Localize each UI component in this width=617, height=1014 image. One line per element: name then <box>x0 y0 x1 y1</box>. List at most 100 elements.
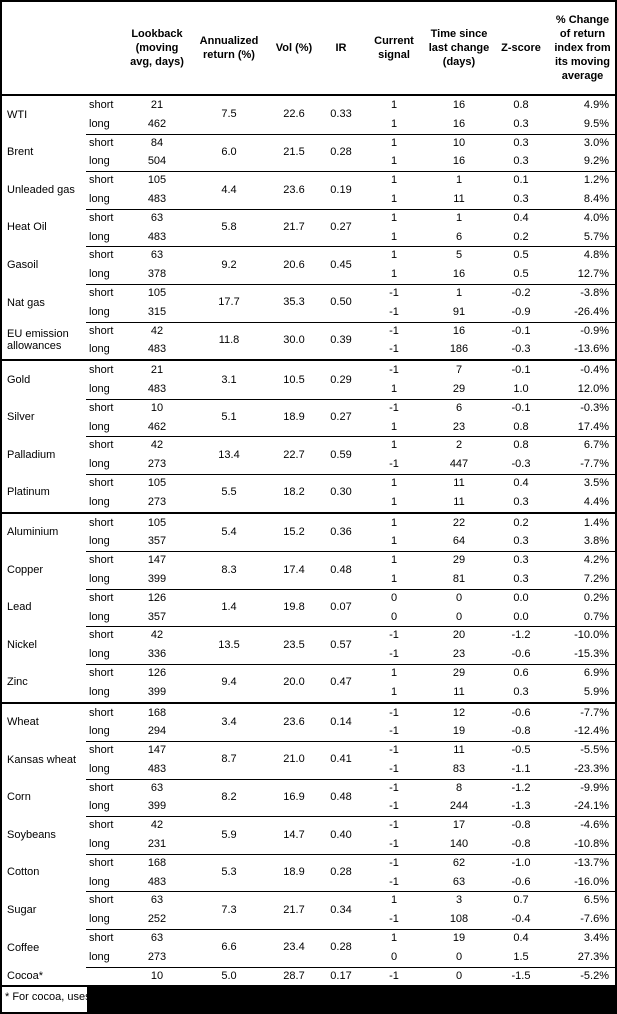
commodity-name: Kansas wheat <box>7 753 77 766</box>
signal-value: 0 <box>390 591 398 604</box>
lookback-value: 63 <box>150 781 164 794</box>
zscore-value: -1.2 <box>511 629 531 642</box>
signal-value: 1 <box>390 932 398 945</box>
time-since-value: 12 <box>452 706 466 719</box>
time-since-value: 244 <box>449 800 469 813</box>
footnote-text: * For cocoa, uses c <box>5 991 100 1004</box>
commodity-name: Zinc <box>7 676 28 689</box>
horizon-label: long <box>89 875 110 888</box>
lookback-value: 315 <box>147 305 167 318</box>
signal-value: -1 <box>389 762 399 775</box>
time-since-value: 2 <box>455 439 463 452</box>
time-since-value: 16 <box>452 155 466 168</box>
horizon-label: long <box>89 725 110 738</box>
signal-value: 1 <box>390 535 398 548</box>
horizon-label: short <box>89 706 114 719</box>
time-since-value: 0 <box>455 950 463 963</box>
zscore-value: 0.5 <box>513 249 529 262</box>
commodity-name: Corn <box>7 791 31 804</box>
time-since-value: 1 <box>455 211 463 224</box>
pct-change-value: 8.4% <box>583 192 609 205</box>
zscore-value: 0.3 <box>513 495 529 508</box>
signal-value: -1 <box>389 324 399 337</box>
lookback-value: 462 <box>147 117 167 130</box>
horizon-label: short <box>89 476 114 489</box>
time-since-value: 11 <box>453 744 465 757</box>
horizon-label: short <box>89 591 114 604</box>
time-since-value: 19 <box>452 932 466 945</box>
lookback-value: 399 <box>147 572 167 585</box>
horizon-label: short <box>89 211 114 224</box>
time-since-value: 64 <box>452 535 466 548</box>
horizon-label: long <box>89 572 110 585</box>
signal-value: -1 <box>389 305 399 318</box>
signal-value: 1 <box>390 516 398 529</box>
ir-value: 0.40 <box>330 828 352 841</box>
col-header-pct-change-vs-moving-average: % Change of return index from its moving… <box>554 14 611 82</box>
zscore-value: -0.8 <box>511 819 531 832</box>
vol-value: 18.9 <box>283 866 305 879</box>
time-since-value: 16 <box>452 99 466 111</box>
zscore-value: 1.5 <box>513 950 529 963</box>
signal-value: 1 <box>390 666 398 679</box>
horizon-label: long <box>89 648 110 661</box>
pct-change-value: -4.6% <box>580 819 609 832</box>
lookback-value: 252 <box>147 913 167 926</box>
annualized-return-value: 5.5 <box>221 486 237 499</box>
time-since-value: 6 <box>455 230 463 243</box>
zscore-value: 0.1 <box>513 174 529 187</box>
section-agriculture: Wheat 3.4 23.6 0.14 short 168 -1 12 -0.6 -7.7% lon… <box>2 701 615 986</box>
time-since-value: 3 <box>455 894 463 907</box>
signal-value: 1 <box>390 572 398 585</box>
pct-change-value: 5.9% <box>583 685 609 698</box>
signal-value: -1 <box>389 744 399 757</box>
lookback-value: 63 <box>150 932 164 945</box>
time-since-value: 22 <box>452 516 466 529</box>
horizon-label: long <box>89 762 110 775</box>
ir-value: 0.27 <box>330 221 352 234</box>
pct-change-value: -5.5% <box>580 744 609 757</box>
commodity-name: Platinum <box>7 486 50 499</box>
zscore-value: -0.8 <box>511 725 531 738</box>
pct-change-value: 4.0% <box>583 211 609 224</box>
lookback-value: 273 <box>147 495 167 508</box>
horizon-label: short <box>89 174 114 187</box>
zscore-value: 0.3 <box>513 554 529 567</box>
ir-value: 0.07 <box>330 601 352 614</box>
annualized-return-value: 13.5 <box>218 638 240 651</box>
signal-value: 1 <box>390 382 398 395</box>
ir-value: 0.33 <box>330 108 352 121</box>
signal-value: 1 <box>390 192 398 205</box>
vol-value: 28.7 <box>283 969 305 982</box>
annualized-return-value: 8.2 <box>221 791 237 804</box>
zscore-value: 0.3 <box>513 572 529 585</box>
commodity-name: Unleaded gas <box>7 183 75 196</box>
vol-value: 21.7 <box>283 903 305 916</box>
zscore-value: -0.1 <box>511 401 531 414</box>
signal-value: -1 <box>389 969 399 982</box>
zscore-value: -0.6 <box>511 648 531 661</box>
lookback-value: 42 <box>150 819 164 832</box>
annualized-return-value: 1.4 <box>221 601 237 614</box>
vol-value: 22.6 <box>283 108 305 121</box>
commodity-row-group: Cotton 5.3 18.9 0.28 short 168 -1 62 -1.0 -13.7% l… <box>2 853 615 892</box>
annualized-return-value: 5.8 <box>221 221 237 234</box>
pct-change-value: -7.6% <box>580 913 609 926</box>
signal-value: -1 <box>389 401 399 414</box>
signal-value: 0 <box>390 610 398 623</box>
time-since-value: 16 <box>452 117 466 130</box>
horizon-label: long <box>89 343 110 356</box>
vol-value: 20.6 <box>283 258 305 271</box>
section-base-metals: Aluminium 5.4 15.2 0.36 short 105 1 22 0.2 1.4% lo… <box>2 511 615 702</box>
pct-change-value: -9.9% <box>580 781 609 794</box>
col-header-annualized-return: Annualized return (%) <box>199 35 259 61</box>
zscore-value: -1.5 <box>511 969 531 982</box>
commodity-name: Lead <box>7 601 32 614</box>
commodity-row-group: Lead 1.4 19.8 0.07 short 126 0 0 0.0 0.2% long 357 0… <box>2 588 615 627</box>
annualized-return-value: 9.4 <box>221 676 237 689</box>
signal-value: 0 <box>390 950 398 963</box>
pct-change-value: -5.2% <box>580 969 609 982</box>
zscore-value: 0.0 <box>513 591 529 604</box>
zscore-value: 1.0 <box>513 382 529 395</box>
lookback-value: 10 <box>150 969 164 982</box>
